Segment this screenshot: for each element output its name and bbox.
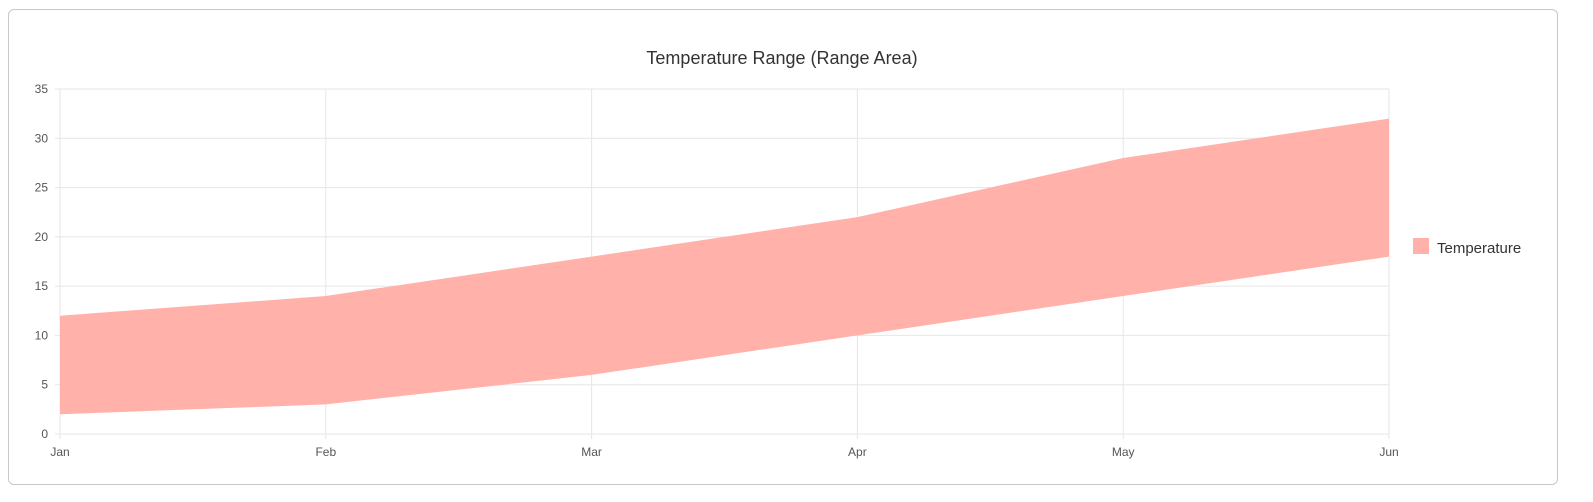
x-tick-label: Mar — [581, 445, 602, 459]
x-tick-label: Feb — [315, 445, 336, 459]
y-tick-label: 30 — [35, 131, 49, 145]
legend[interactable]: Temperature — [1413, 238, 1521, 257]
chart-title: Temperature Range (Range Area) — [646, 48, 917, 68]
y-tick-label: 15 — [35, 279, 49, 293]
range-area-temperature[interactable] — [60, 118, 1389, 415]
y-tick-label: 20 — [35, 230, 49, 244]
series-areas — [60, 118, 1389, 415]
chart-card: Temperature Range (Range Area) 0 5 10 15 20 2… — [8, 9, 1558, 485]
y-tick-label: 35 — [35, 82, 49, 96]
y-tick-label: 0 — [41, 427, 48, 441]
y-tick-label: 10 — [35, 328, 49, 342]
y-tick-label: 25 — [35, 181, 49, 195]
x-axis-ticks: Jan Feb Mar Apr May Jun — [50, 445, 1398, 459]
range-area-chart: Temperature Range (Range Area) 0 5 10 15 20 2… — [35, 48, 1522, 459]
legend-swatch-temperature — [1413, 238, 1429, 254]
legend-label-temperature: Temperature — [1437, 240, 1521, 257]
x-tick-label: Jun — [1379, 445, 1398, 459]
x-tick-label: Jan — [50, 445, 69, 459]
x-tick-label: Apr — [848, 445, 867, 459]
y-tick-label: 5 — [41, 378, 48, 392]
y-axis-ticks: 0 5 10 15 20 25 30 35 — [35, 82, 49, 441]
x-tick-label: May — [1112, 445, 1135, 459]
